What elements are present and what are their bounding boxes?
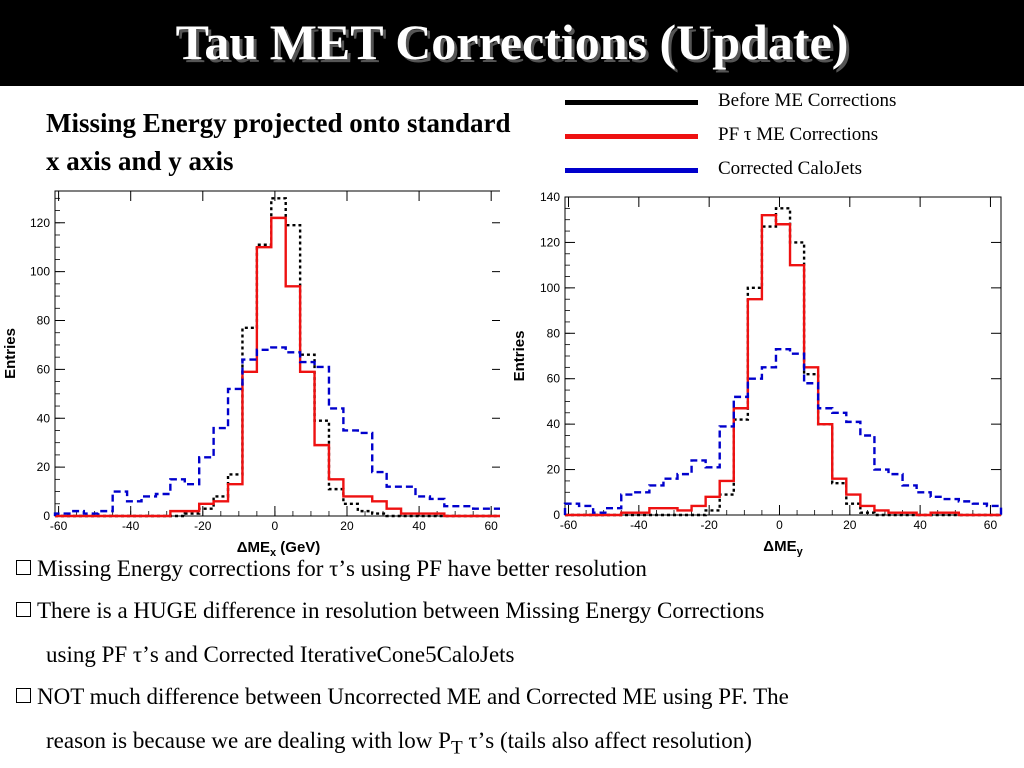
slide-title: Tau MET Corrections (Update): [175, 14, 849, 70]
legend-swatch-calojets: [565, 168, 698, 173]
checkbox-bullet-icon: [16, 688, 31, 703]
x-tick-label: -60: [50, 519, 68, 533]
plot-frame: [564, 196, 1002, 516]
x-tick-label: 40: [913, 518, 927, 532]
y-tick-label: 60: [37, 362, 51, 376]
legend-swatch-pf: [565, 134, 698, 139]
series-before-me-corrections: [565, 207, 1001, 517]
legend-item-before: Before ME Corrections: [560, 88, 1020, 118]
y-tick-label: 80: [37, 314, 51, 328]
y-tick-label: 20: [547, 463, 561, 477]
legend-swatch-before: [565, 100, 698, 105]
series-corrected-calojets: [563, 347, 1003, 515]
series-corrected-calojets: [53, 346, 500, 516]
bullet-text: NOT much difference between Uncorrected …: [37, 684, 789, 709]
histogram-delta-me-x: -60 -40 -20 0 20 40 60 0 20 40 60 80 100 120 ΔMEx (GeV…: [2, 190, 500, 557]
y-tick-label: 60: [547, 372, 561, 386]
x-tick-label: 0: [776, 518, 783, 532]
checkbox-bullet-icon: [16, 602, 31, 617]
pt-subscript: T: [450, 737, 463, 759]
legend: Before ME Corrections PF τ ME Correction…: [560, 88, 1020, 184]
legend-item-calojets: Corrected CaloJets: [560, 156, 1020, 186]
x-tick-label: 20: [340, 519, 354, 533]
x-tick-label: -40: [630, 518, 648, 532]
checkbox-bullet-icon: [16, 560, 31, 575]
bullet-text: Missing Energy corrections for τ’s using…: [37, 556, 647, 581]
legend-label-pf: PF τ ME Corrections: [718, 124, 879, 145]
x-tick-label: 40: [412, 519, 426, 533]
x-tick-label: -40: [122, 519, 140, 533]
legend-label-calojets: Corrected CaloJets: [718, 158, 863, 179]
legend-label-before: Before ME Corrections: [718, 90, 897, 111]
y-axis-label: Entries: [2, 328, 19, 379]
x-tick-label: 0: [272, 519, 279, 533]
y-tick-label: 120: [540, 235, 560, 249]
plot-frame: [54, 190, 500, 517]
legend-item-pf: PF τ ME Corrections: [560, 122, 1020, 152]
y-tick-label: 100: [540, 281, 560, 295]
x-axis-label: ΔMEy: [763, 538, 803, 557]
bullet-continuation: using PF τ’s and Corrected IterativeCone…: [46, 642, 515, 667]
series-pf-me-corrections: [55, 216, 500, 518]
y-axis-label: Entries: [511, 331, 528, 382]
x-tick-label: -60: [560, 518, 578, 532]
bullet-text: There is a HUGE difference in resolution…: [37, 598, 765, 623]
y-tick-label: 80: [547, 326, 561, 340]
title-bar: Tau MET Corrections (Update): [0, 0, 1024, 86]
histogram-delta-me-y: -60 -40 -20 0 20 40 60 0 20 40 60 80 100 120 140 ΔMEy En…: [511, 190, 1003, 557]
x-tick-label: 60: [485, 519, 499, 533]
x-tick-label: -20: [700, 518, 718, 532]
y-tick-label: 40: [37, 411, 51, 425]
y-tick-label: 140: [540, 190, 560, 204]
slide-subtitle: Missing Energy projected onto standard x…: [46, 108, 511, 176]
bullet-item: Missing Energy corrections for τ’s using…: [16, 556, 647, 582]
series-pf-me-corrections: [565, 213, 1001, 517]
bullet-item: There is a HUGE difference in resolution…: [16, 598, 764, 624]
y-tick-label: 120: [30, 216, 50, 230]
y-tick-label: 0: [553, 508, 560, 522]
bullet-continuation-tail: τ’s (tails also affect resolution): [462, 728, 752, 753]
bullet-continuation-text: reason is because we are dealing with lo…: [46, 728, 451, 753]
bullet-item: NOT much difference between Uncorrected …: [16, 684, 789, 710]
y-tick-label: 40: [547, 417, 561, 431]
x-axis-label: ΔMEx (GeV): [237, 539, 321, 557]
x-tick-label: 60: [984, 518, 998, 532]
y-tick-label: 0: [43, 509, 50, 523]
y-tick-label: 20: [37, 460, 51, 474]
x-tick-label: 20: [843, 518, 857, 532]
y-tick-label: 100: [30, 265, 50, 279]
bullet-continuation: reason is because we are dealing with lo…: [46, 728, 752, 760]
x-tick-label: -20: [194, 519, 212, 533]
